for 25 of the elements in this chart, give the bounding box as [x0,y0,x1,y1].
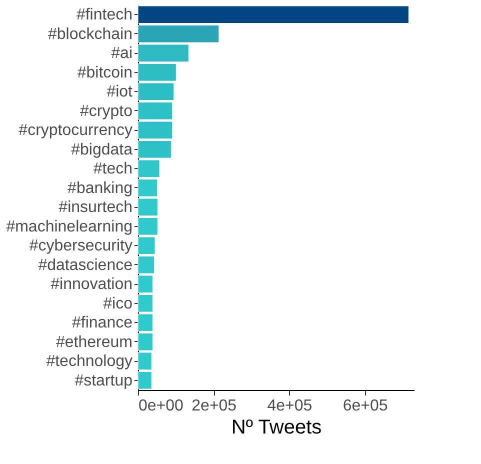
y-tick-label: #datascience [38,256,133,274]
y-tick-label: #finance [72,314,133,332]
y-tick-label: #innovation [50,276,132,294]
y-tick-label: #banking [68,180,132,197]
y-tick-label: #ico [103,295,133,312]
y-tick-label: #startup [74,372,133,390]
y-tick-label: #crypto [80,102,133,120]
x-tick-label: 4e+05 [267,398,312,414]
x-tick-label: 2e+05 [192,398,237,414]
x-axis-title: Nº Tweets [231,416,322,438]
y-tick-label: #bitcoin [77,64,132,82]
x-tick-label: 0e+00 [138,398,184,414]
y-tick-label: #blockchain [48,26,132,43]
y-tick-label: #cryptocurrency [18,122,132,140]
y-tick-label: #ethereum [56,334,132,351]
y-tick-label: #insurtech [58,199,132,216]
y-tick-label: #ai [111,45,132,62]
y-tick-label: #iot [106,84,134,101]
x-tick-label: 6e+05 [342,398,388,414]
y-tick-label: #machinelearning [6,218,132,236]
y-tick-label: #tech [93,160,132,178]
y-tick-label: #fintech [76,6,132,24]
y-tick-label: #technology [46,353,132,370]
y-tick-label: #bigdata [71,141,133,158]
y-tick-label: #cybersecurity [29,238,132,255]
